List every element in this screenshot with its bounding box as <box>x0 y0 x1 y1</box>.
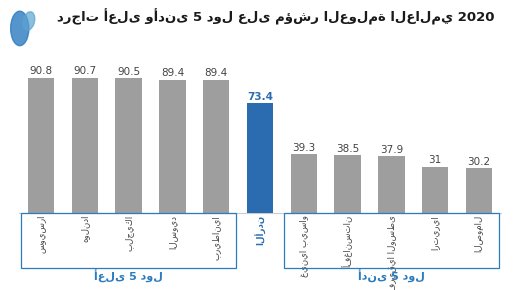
Text: هولندا: هولندا <box>81 215 89 242</box>
Text: ارتيريا: ارتيريا <box>431 215 439 250</box>
Text: أعلى 5 دول: أعلى 5 دول <box>94 270 163 283</box>
Text: 90.7: 90.7 <box>73 66 96 77</box>
Text: درجات أعلى وأدنى 5 دول على مؤشر العولمة العالمي 2020: درجات أعلى وأدنى 5 دول على مؤشر العولمة … <box>57 9 495 25</box>
Text: 37.9: 37.9 <box>380 145 403 155</box>
Text: الصومال: الصومال <box>474 215 484 252</box>
Text: 89.4: 89.4 <box>204 68 228 78</box>
Text: 90.8: 90.8 <box>30 66 53 76</box>
Text: 90.5: 90.5 <box>117 67 140 77</box>
Text: 30.2: 30.2 <box>467 157 490 166</box>
Text: 31: 31 <box>428 155 442 165</box>
Bar <box>378 156 405 213</box>
Text: 39.3: 39.3 <box>292 143 316 153</box>
Ellipse shape <box>11 11 29 46</box>
Ellipse shape <box>23 12 35 30</box>
Text: 73.4: 73.4 <box>247 92 273 102</box>
Bar <box>284 213 499 268</box>
Bar <box>466 168 492 213</box>
Bar <box>159 79 186 213</box>
Text: سويسرا: سويسرا <box>36 215 46 253</box>
Text: أفغانستان: أفغانستان <box>342 215 353 267</box>
Bar <box>28 77 54 213</box>
Bar <box>72 78 98 213</box>
Bar <box>422 166 448 213</box>
Text: أدنى 5 دول: أدنى 5 دول <box>358 270 425 283</box>
Text: الأردن: الأردن <box>254 215 266 245</box>
Bar <box>247 104 273 213</box>
Bar <box>334 155 361 213</box>
Bar <box>115 78 142 213</box>
Text: بريطانيا: بريطانيا <box>212 215 220 260</box>
Bar <box>291 154 317 213</box>
Text: بلجيكا: بلجيكا <box>124 215 133 251</box>
Text: أفريقيا الوسطى: أفريقيا الوسطى <box>386 215 397 290</box>
Text: غينيا بيساو: غينيا بيساو <box>300 215 308 277</box>
Bar <box>21 213 236 268</box>
Text: 89.4: 89.4 <box>161 68 184 78</box>
Text: 38.5: 38.5 <box>336 144 359 154</box>
Bar <box>203 79 229 213</box>
Text: السويد: السويد <box>168 215 177 249</box>
